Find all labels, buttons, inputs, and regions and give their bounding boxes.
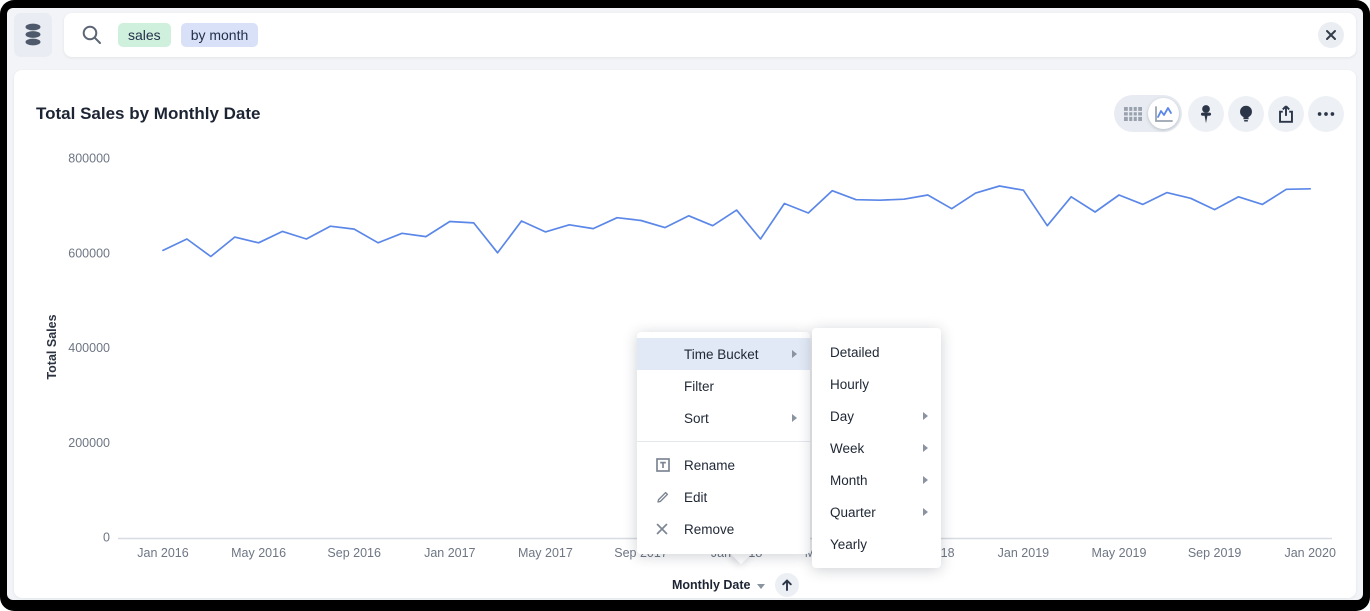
clear-search-button[interactable] — [1318, 22, 1344, 48]
arrow-up-icon — [780, 578, 794, 592]
y-tick-label: 800000 — [68, 152, 110, 166]
chevron-down-icon[interactable] — [757, 584, 765, 589]
search-icon — [80, 23, 104, 47]
submenu-item-yearly[interactable]: Yearly — [812, 528, 941, 560]
x-tick-label: Jan 2016 — [137, 546, 188, 560]
database-icon — [22, 22, 44, 48]
y-tick-label: 600000 — [68, 246, 110, 260]
search-token-sales[interactable]: sales — [118, 23, 171, 47]
submenu-arrow-icon — [923, 444, 928, 452]
menu-item-label: Quarter — [830, 505, 876, 520]
context-menu: Time Bucket Filter Sort Rename — [637, 332, 810, 554]
menu-item-label: Day — [830, 409, 854, 424]
menu-item-label: Time Bucket — [684, 347, 759, 362]
submenu-item-month[interactable]: Month — [812, 464, 941, 496]
submenu-arrow-icon — [923, 412, 928, 420]
menu-item-label: Remove — [684, 522, 734, 537]
menu-item-label: Sort — [684, 411, 709, 426]
submenu-arrow-icon — [923, 508, 928, 516]
menu-item-label: Filter — [684, 379, 714, 394]
menu-divider — [637, 441, 810, 442]
x-axis-column-label[interactable]: Monthly Date — [672, 578, 750, 592]
sales-line-series — [163, 186, 1310, 257]
y-tick-label: 200000 — [68, 436, 110, 450]
rename-icon — [655, 457, 671, 473]
x-tick-label: Jan 2017 — [424, 546, 475, 560]
x-tick-label: Jan 2020 — [1284, 546, 1335, 560]
submenu-item-quarter[interactable]: Quarter — [812, 496, 941, 528]
menu-item-sort[interactable]: Sort — [637, 402, 810, 434]
menu-item-edit[interactable]: Edit — [637, 481, 810, 513]
x-tick-label: Jan 2019 — [998, 546, 1049, 560]
submenu-item-hourly[interactable]: Hourly — [812, 368, 941, 400]
submenu-arrow-icon — [792, 350, 797, 358]
time-bucket-submenu: Detailed Hourly Day Week Month Quarter — [812, 328, 941, 568]
menu-item-label: Rename — [684, 458, 735, 473]
menu-item-rename[interactable]: Rename — [637, 449, 810, 481]
x-tick-label: Sep 2016 — [327, 546, 381, 560]
menu-item-label: Edit — [684, 490, 707, 505]
menu-item-time-bucket[interactable]: Time Bucket — [637, 338, 810, 370]
submenu-arrow-icon — [792, 414, 797, 422]
menu-item-label: Week — [830, 441, 864, 456]
search-bar[interactable]: sales by month — [64, 13, 1356, 57]
sort-ascending-button[interactable] — [775, 573, 799, 597]
y-tick-label: 400000 — [68, 341, 110, 355]
remove-icon — [655, 522, 669, 536]
y-tick-label: 0 — [103, 531, 110, 545]
x-tick-label: Sep 2019 — [1188, 546, 1242, 560]
menu-item-label: Yearly — [830, 537, 867, 552]
data-source-button[interactable] — [14, 13, 52, 57]
submenu-arrow-icon — [923, 476, 928, 484]
x-axis-control: Monthly Date — [672, 573, 799, 597]
x-tick-label: May 2019 — [1092, 546, 1147, 560]
x-tick-label: May 2016 — [231, 546, 286, 560]
menu-item-filter[interactable]: Filter — [637, 370, 810, 402]
menu-item-remove[interactable]: Remove — [637, 513, 810, 545]
menu-item-label: Month — [830, 473, 868, 488]
submenu-item-day[interactable]: Day — [812, 400, 941, 432]
search-token-by-month[interactable]: by month — [181, 23, 259, 47]
menu-item-label: Detailed — [830, 345, 880, 360]
menu-item-label: Hourly — [830, 377, 869, 392]
answer-card: Total Sales by Monthly Date — [14, 70, 1356, 598]
submenu-item-detailed[interactable]: Detailed — [812, 336, 941, 368]
app-window: sales by month Total Sales by Monthly Da… — [0, 0, 1370, 611]
edit-icon — [655, 489, 671, 505]
close-icon — [1325, 29, 1337, 41]
x-tick-label: May 2017 — [518, 546, 573, 560]
submenu-item-week[interactable]: Week — [812, 432, 941, 464]
